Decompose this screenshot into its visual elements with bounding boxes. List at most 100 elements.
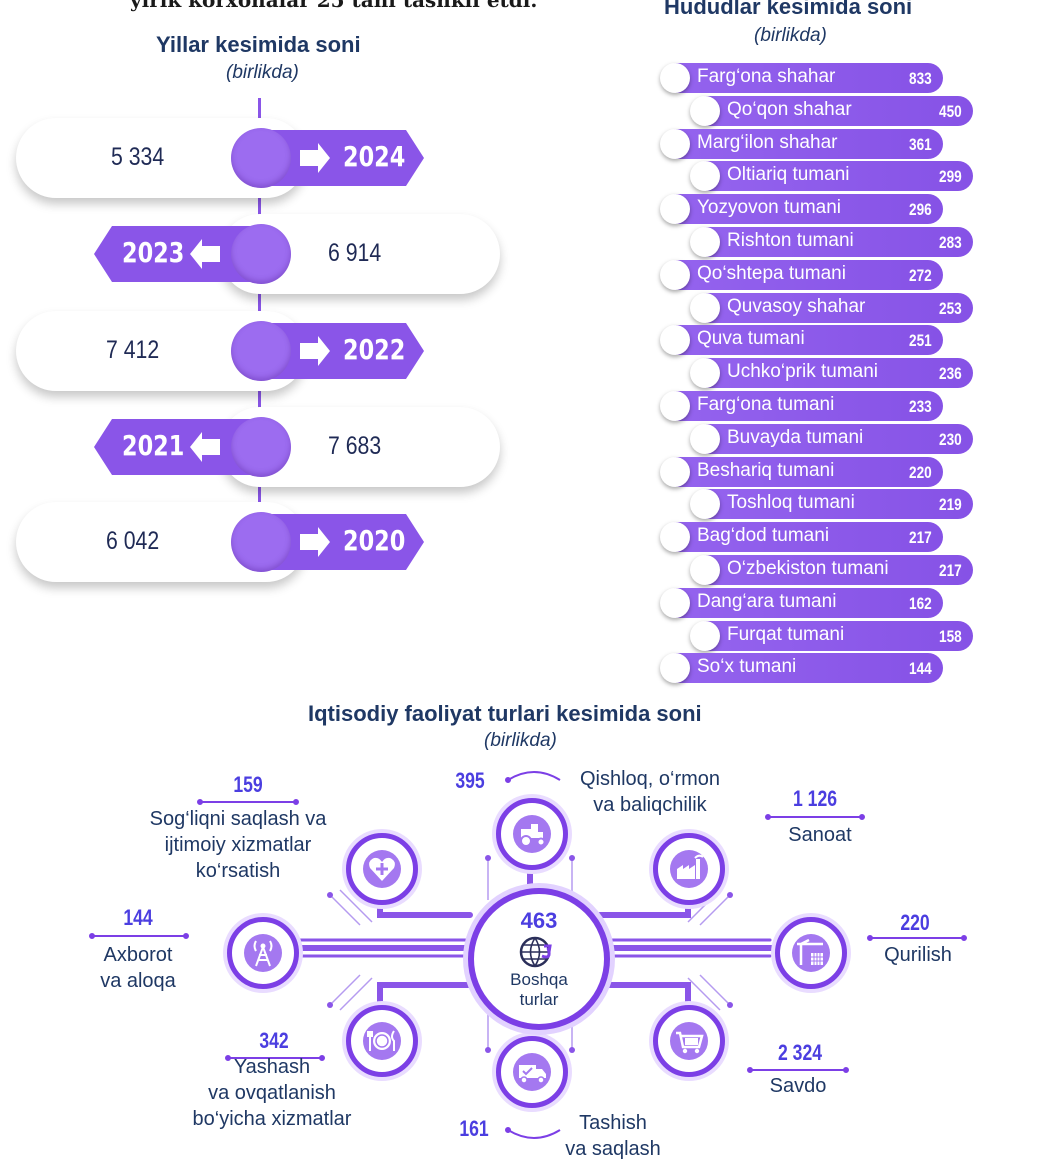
region-circle xyxy=(690,423,720,454)
region-circle xyxy=(660,325,690,356)
region-name: Quvasoy shahar xyxy=(727,295,866,317)
year-ribbon xyxy=(256,323,424,379)
region-name: Yozyovon tumani xyxy=(697,197,842,219)
region-value: 283 xyxy=(939,233,962,252)
agriculture-node xyxy=(496,798,568,870)
activities-title: Iqtisodiy faoliyat turlari kesimida soni xyxy=(308,701,702,726)
region-bar xyxy=(704,555,973,585)
region-name: Oltiariq tumani xyxy=(727,164,850,186)
agriculture-label: Qishloq, o‘rmon va baliqchilik xyxy=(579,768,721,816)
region-bar xyxy=(674,259,943,290)
ict-node xyxy=(227,917,299,989)
construction-node xyxy=(775,917,847,989)
region-bar xyxy=(704,423,973,454)
region-value: 233 xyxy=(909,397,932,416)
trade-value: 2 324 xyxy=(777,1040,823,1065)
region-value: 220 xyxy=(909,462,932,482)
year-value: 6 042 xyxy=(106,527,160,555)
region-bar xyxy=(674,325,943,356)
year-ribbon xyxy=(256,514,424,570)
region-value: 144 xyxy=(909,659,932,679)
transport-value: 161 xyxy=(459,1116,489,1141)
region-circle xyxy=(660,653,690,684)
region-value: 230 xyxy=(939,429,962,449)
year-circle xyxy=(231,417,291,477)
region-value: 299 xyxy=(939,167,962,187)
year-circle xyxy=(231,128,291,188)
year-circle xyxy=(231,512,291,572)
year-value: 7 412 xyxy=(106,336,160,364)
region-circle xyxy=(690,161,720,192)
region-bar xyxy=(674,456,943,487)
industry-label: Sanoat xyxy=(788,824,852,846)
plate-cutlery-icon xyxy=(363,1022,401,1060)
year-label: 2023 xyxy=(122,236,185,269)
agriculture-value: 395 xyxy=(455,768,485,793)
region-bar xyxy=(674,522,943,553)
region-value: 251 xyxy=(909,331,932,351)
crane-icon xyxy=(792,934,830,972)
region-circle xyxy=(690,489,720,520)
region-circle xyxy=(660,522,690,553)
region-circle xyxy=(660,194,690,225)
region-value: 450 xyxy=(939,101,962,121)
region-bar xyxy=(704,95,973,126)
transport-node xyxy=(496,1036,568,1108)
region-value: 219 xyxy=(939,495,962,515)
region-bar xyxy=(704,292,973,323)
region-value: 361 xyxy=(909,134,932,154)
year-label: 2021 xyxy=(122,429,185,462)
other-types-value: 463 xyxy=(520,908,558,933)
ict-value: 144 xyxy=(123,905,153,930)
region-bar xyxy=(674,391,943,421)
region-circle xyxy=(690,620,720,651)
region-value: 162 xyxy=(909,593,932,613)
delivery-truck-icon xyxy=(513,1053,551,1091)
construction-value: 220 xyxy=(900,910,930,935)
region-circle xyxy=(690,555,720,585)
region-bar xyxy=(674,63,943,93)
year-value: 7 683 xyxy=(328,432,382,460)
radio-tower-icon xyxy=(244,934,282,972)
region-bar xyxy=(704,227,973,257)
region-name: Quva tumani xyxy=(697,328,805,350)
region-value: 217 xyxy=(939,561,962,580)
regions-subtitle: (birlikda) xyxy=(754,25,827,46)
year-label: 2024 xyxy=(343,140,406,173)
trade-label: Savdo xyxy=(769,1075,827,1097)
region-circle xyxy=(690,358,720,389)
region-circle xyxy=(660,128,690,159)
health-node xyxy=(346,833,418,905)
region-bar xyxy=(674,653,943,684)
years-subtitle: (birlikda) xyxy=(226,62,299,83)
shopping-cart-icon xyxy=(670,1022,708,1060)
region-name: Dang‘ara tumani xyxy=(697,590,837,612)
tractor-icon xyxy=(513,815,551,853)
region-value: 272 xyxy=(909,265,932,285)
region-name: Farg‘ona tumani xyxy=(697,394,835,415)
region-name: Furqat tumani xyxy=(727,623,845,645)
accommodation-value: 342 xyxy=(259,1028,289,1053)
ict-label: Axborot va aloqa xyxy=(100,944,176,992)
health-value: 159 xyxy=(233,772,263,797)
region-name: So‘x tumani xyxy=(697,656,797,678)
region-name: Beshariq tumani xyxy=(697,459,835,481)
heart-cross-icon xyxy=(363,850,401,888)
years-title: Yillar kesimida soni xyxy=(156,32,361,57)
regions-title: Hududlar kesimida soni xyxy=(664,0,913,19)
region-value: 296 xyxy=(909,200,932,220)
region-bar xyxy=(704,620,973,651)
region-value: 236 xyxy=(939,364,962,384)
transport-label: Tashish va saqlash xyxy=(565,1112,661,1160)
construction-label: Qurilish xyxy=(884,944,952,966)
year-label: 2022 xyxy=(343,333,406,366)
region-circle xyxy=(690,292,720,323)
region-name: Qo‘shtepa tumani xyxy=(697,262,846,284)
region-name: Marg‘ilon shahar xyxy=(697,131,838,153)
region-circle xyxy=(660,456,690,487)
health-label: Sog‘liqni saqlash va ijtimoiy xizmatlar … xyxy=(149,808,327,882)
region-bar xyxy=(674,194,943,225)
region-circle xyxy=(690,227,720,257)
year-value: 6 914 xyxy=(328,239,382,267)
region-value: 253 xyxy=(939,298,962,318)
